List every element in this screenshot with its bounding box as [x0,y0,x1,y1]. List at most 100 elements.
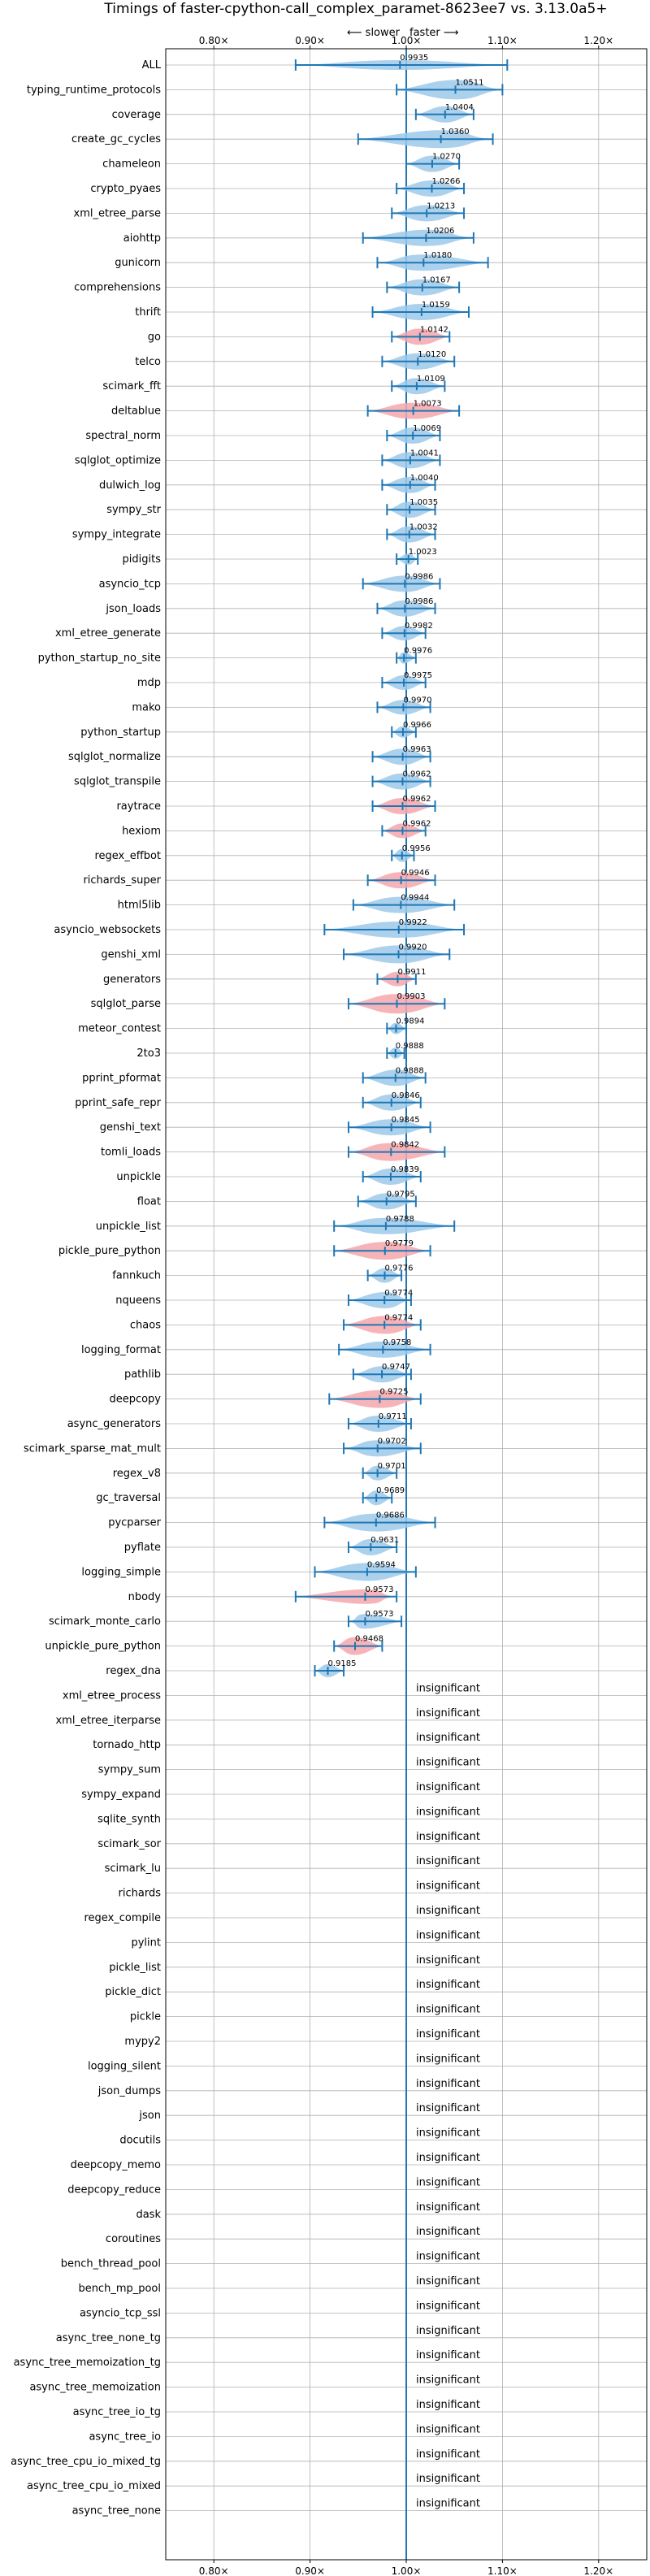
insignificant-label: insignificant [416,1979,480,1991]
insignificant-label: insignificant [416,1954,480,1967]
value-label: 1.0023 [409,548,437,557]
value-label: 1.0120 [418,350,446,359]
benchmark-label: html5lib [118,900,161,912]
benchmark-label: hexiom [122,825,161,837]
value-label: 0.9839 [391,1165,419,1174]
value-label: 0.9966 [403,721,431,730]
benchmark-label: pickle_pure_python [58,1245,161,1257]
value-label: 1.0032 [410,523,438,532]
benchmark-label: asyncio_websockets [54,924,161,936]
value-label: 1.0073 [414,400,442,409]
insignificant-label: insignificant [416,1880,480,1893]
benchmark-label: sqlglot_transpile [74,776,161,788]
value-label: 0.9920 [399,943,427,952]
benchmark-label: float [137,1195,161,1208]
benchmark-label: unpickle_list [96,1221,161,1233]
value-label: 1.0270 [432,153,461,162]
insignificant-label: insignificant [416,2251,480,2263]
row-labels: ALL 0.9935 typing_runtime_protocols 1.0511 c… [11,54,483,2517]
benchmark-label: scimark_sor [98,1838,161,1850]
benchmark-label: coroutines [106,2233,161,2245]
insignificant-label: insignificant [416,2201,480,2214]
benchmark-label: spectral_norm [85,430,161,442]
benchmark-label: regex_v8 [113,1468,161,1480]
benchmark-label: deepcopy_reduce [67,2184,161,2196]
slower-direction-label: ⟵ slower [347,27,401,39]
benchmark-label: sympy_str [106,504,161,516]
insignificant-label: insignificant [416,2374,480,2387]
benchmark-label: pickle_dict [105,1986,161,1998]
value-label: 0.9725 [379,1388,408,1397]
benchmark-label: async_tree_io_tg [73,2406,161,2418]
benchmark-label: go [148,331,161,343]
benchmark-label: raytrace [116,800,161,813]
benchmark-label: nqueens [115,1295,161,1307]
insignificant-label: insignificant [416,2325,480,2337]
benchmark-label: async_tree_io [89,2431,161,2443]
benchmark-label: scimark_monte_carlo [49,1615,161,1628]
value-label: 0.9689 [376,1486,405,1495]
insignificant-label: insignificant [416,2349,480,2361]
x-tick-label-bottom: 0.80× [199,2565,229,2576]
insignificant-label: insignificant [416,2498,480,2510]
benchmark-label: async_tree_memoization_tg [14,2357,161,2369]
value-label: 0.9935 [400,54,428,63]
value-label: 0.9701 [378,1462,406,1471]
benchmark-label: pathlib [124,1368,161,1381]
benchmark-label: async_tree_cpu_io_mixed_tg [11,2456,161,2468]
value-label: 1.0167 [422,276,451,285]
benchmark-label: richards_super [83,874,161,887]
benchmark-label: deepcopy [109,1394,161,1406]
value-label: 0.9962 [403,770,431,779]
value-label: 1.0360 [441,128,470,137]
benchmark-label: async_tree_cpu_io_mixed [27,2480,161,2492]
value-label: 0.9962 [403,795,431,804]
benchmark-label: meteor_contest [78,1023,161,1035]
x-tick-label-bottom: 0.90× [295,2565,325,2576]
benchmark-label: unpickle [116,1171,161,1183]
value-label: 0.9185 [328,1659,357,1668]
insignificant-label: insignificant [416,1929,480,1941]
insignificant-label: insignificant [416,2473,480,2485]
benchmark-label: logging_simple [81,1566,161,1578]
benchmark-label: gunicorn [115,257,161,269]
benchmark-label: dulwich_log [99,479,161,492]
insignificant-label: insignificant [416,2399,480,2411]
benchmark-label: sympy_sum [98,1764,161,1776]
value-label: 0.9944 [401,894,429,903]
value-label: 0.9594 [367,1560,396,1569]
benchmark-label: logging_format [81,1344,161,1356]
value-label: 0.9776 [384,1264,413,1273]
faster-direction-label: faster ⟶ [410,27,459,39]
value-label: 0.9970 [403,696,431,705]
insignificant-label: insignificant [416,2448,480,2461]
value-label: 1.0041 [410,449,439,458]
value-label: 0.9758 [383,1338,411,1347]
value-label: 0.9842 [391,1141,419,1150]
benchmark-label: scimark_sparse_mat_mult [24,1442,161,1455]
benchmark-label: regex_effbot [94,850,161,862]
benchmark-label: sqlite_synth [98,1813,161,1825]
benchmark-label: aiohttp [124,232,161,245]
value-label: 0.9747 [382,1363,410,1372]
benchmark-label: mypy2 [124,2036,161,2048]
benchmark-label: fannkuch [112,1270,161,1282]
benchmark-label: json [138,2110,161,2122]
value-label: 0.9956 [402,844,431,853]
benchmark-label: logging_silent [88,2060,161,2072]
value-label: 0.9573 [365,1610,393,1619]
benchmark-label: mako [132,701,161,713]
value-label: 0.9962 [403,819,431,828]
benchmark-label: tomli_loads [101,1147,161,1159]
benchmark-label: typing_runtime_protocols [27,84,161,96]
x-axis-ticks: 0.80× 0.80× 0.90× 0.90× 1.00× 1.00× 1.10× 1.10×… [199,35,613,2576]
x-tick-label-top: 0.80× [199,35,229,46]
insignificant-label: insignificant [416,1682,480,1694]
benchmark-label: ALL [142,59,162,72]
benchmark-label: deepcopy_memo [71,2159,161,2171]
insignificant-label: insignificant [416,2028,480,2040]
value-label: 0.9774 [384,1289,413,1298]
benchmark-label: deltablue [111,405,161,418]
benchmark-label: python_startup_no_site [38,653,161,665]
